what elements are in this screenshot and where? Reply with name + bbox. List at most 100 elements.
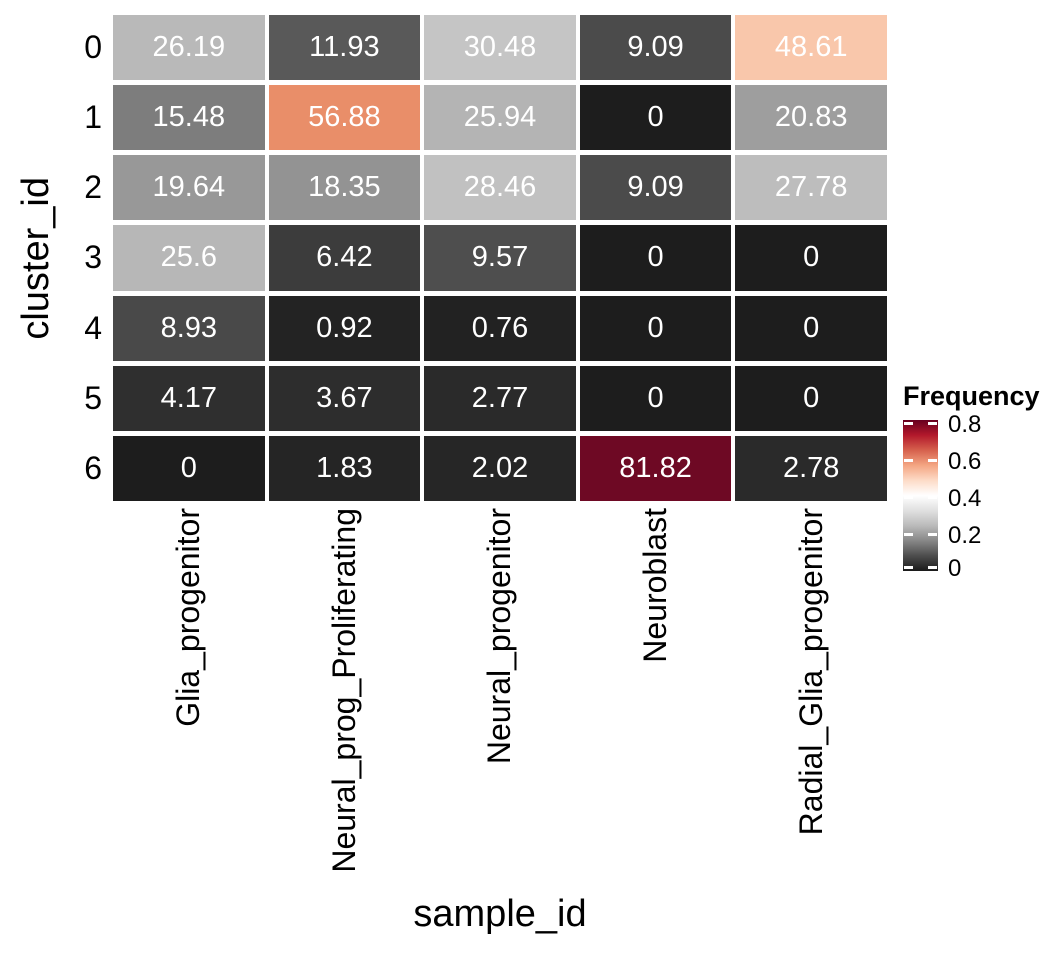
legend-tick-label-0.2: 0.2	[948, 521, 982, 549]
heatmap-cell-value: 15.48	[152, 101, 226, 134]
heatmap-cell-r4-c2: 0.76	[424, 295, 576, 361]
legend-tick-label-0.4: 0.4	[948, 484, 982, 512]
heatmap-cell-value: 1.83	[316, 451, 373, 484]
heatmap-cell-r1-c4: 20.83	[735, 85, 887, 151]
legend-tick-mark	[904, 565, 913, 569]
y-tick-label-1: 1	[84, 99, 102, 136]
heatmap-cell-r0-c1: 11.93	[268, 15, 421, 81]
heatmap-cell-value: 0.92	[316, 311, 373, 344]
legend-tick-label-0.6: 0.6	[948, 447, 982, 475]
heatmap-cell-value: 56.88	[308, 101, 381, 134]
heatmap-cell-r2-c2: 28.46	[424, 155, 576, 221]
legend-tick-label-0: 0	[948, 554, 962, 582]
heatmap-cell-value: 25.6	[160, 241, 218, 274]
legend: Frequency 0.8 0.6 0.4 0.2 0	[901, 381, 1056, 582]
heatmap-cell-value: 0	[647, 311, 664, 344]
heatmap-cell-r2-c1: 18.35	[268, 155, 421, 221]
legend-tick-label-0.8: 0.8	[948, 410, 982, 438]
x-tick-label: Neural_prog_Proliferating	[325, 508, 362, 873]
heatmap-cell-value: 0.76	[471, 311, 529, 344]
heatmap-cell-r0-c2: 30.48	[424, 15, 576, 81]
heatmap-cell-value: 27.78	[774, 171, 848, 204]
x-tick-4: Neuroblast	[580, 508, 732, 888]
legend-tick-mark	[928, 495, 937, 499]
heatmap-cell-r3-c1: 6.42	[268, 225, 421, 291]
heatmap-cell-r1-c3: 0	[579, 85, 732, 151]
heatmap-cell-value: 0	[647, 101, 664, 134]
heatmap-cell-r2-c0: 19.64	[113, 155, 265, 221]
legend-colorbar-wrap: 0.8 0.6 0.4 0.2 0	[903, 411, 981, 582]
heatmap-cell-value: 19.64	[152, 171, 226, 204]
heatmap-cell-r5-c1: 3.67	[268, 365, 421, 431]
heatmap-cell-r5-c0: 4.17	[113, 365, 265, 431]
x-axis-title: sample_id	[413, 893, 587, 935]
x-tick-5: Radial_Glia_progenitor	[735, 508, 887, 888]
heatmap-cell-value: 25.94	[463, 101, 537, 134]
heatmap-cell-value: 48.61	[774, 31, 848, 64]
heatmap-cell-r6-c2: 2.02	[424, 435, 576, 501]
legend-tick-mark	[904, 532, 913, 536]
x-tick-label: Neuroblast	[637, 508, 674, 663]
legend-tick-mark	[904, 495, 913, 499]
x-tick-1: Glia_progenitor	[113, 508, 265, 888]
legend-tick-mark	[928, 421, 937, 425]
heatmap-cell-value: 8.93	[160, 311, 218, 344]
heatmap-cell-value: 2.77	[471, 381, 529, 414]
heatmap-cell-r6-c3: 81.82	[579, 435, 732, 501]
heatmap-cell-r0-c3: 9.09	[579, 15, 732, 81]
x-tick-2: Neural_prog_Proliferating	[269, 508, 421, 888]
heatmap-cell-value: 28.46	[463, 171, 537, 204]
heatmap-cell-value: 9.09	[627, 31, 684, 64]
heatmap-cell-r0-c0: 26.19	[113, 15, 265, 81]
heatmap-grid: 26.19 11.93 30.48 9.09 48.61 15.48 56.88 25.94 0…	[113, 15, 887, 501]
heatmap-cell-value: 6.42	[316, 241, 373, 274]
heatmap-cell-value: 2.02	[471, 451, 529, 484]
x-tick-label: Glia_progenitor	[170, 508, 207, 727]
heatmap-cell-value: 9.09	[627, 171, 684, 204]
x-tick-3: Neural_progenitor	[424, 508, 576, 888]
heatmap-cell-value: 2.78	[782, 451, 840, 484]
legend-title: Frequency	[903, 381, 1040, 411]
heatmap-cell-r3-c2: 9.57	[424, 225, 576, 291]
x-axis-tick-labels: Glia_progenitor Neural_prog_Proliferating…	[113, 508, 887, 888]
heatmap-cell-r3-c0: 25.6	[113, 225, 265, 291]
y-tick-label-2: 2	[84, 169, 102, 206]
heatmap-cell-value: 0	[803, 381, 820, 414]
heatmap-cell-r1-c1: 56.88	[268, 85, 421, 151]
heatmap-cell-r3-c3: 0	[579, 225, 732, 291]
heatmap-cell-r6-c0: 0	[113, 435, 265, 501]
heatmap-cell-value: 30.48	[463, 31, 537, 64]
heatmap-cell-value: 0	[647, 381, 664, 414]
heatmap-cell-r5-c3: 0	[579, 365, 732, 431]
heatmap-cell-r4-c3: 0	[579, 295, 732, 361]
legend-tick-mark	[904, 421, 913, 425]
y-axis-tick-labels: 0 1 2 3 4 5 6	[0, 15, 102, 501]
heatmap-cell-value: 0	[803, 311, 820, 344]
heatmap-cell-r2-c3: 9.09	[579, 155, 732, 221]
legend-tick-mark	[928, 458, 937, 462]
legend-tick-mark	[928, 565, 937, 569]
heatmap-cell-r3-c4: 0	[735, 225, 887, 291]
heatmap-cell-r5-c4: 0	[735, 365, 887, 431]
x-tick-label: Neural_progenitor	[481, 508, 518, 765]
heatmap-cell-r6-c1: 1.83	[268, 435, 421, 501]
heatmap-cell-r4-c0: 8.93	[113, 295, 265, 361]
heatmap-cell-r2-c4: 27.78	[735, 155, 887, 221]
heatmap-cell-r6-c4: 2.78	[735, 435, 887, 501]
y-tick-label-4: 4	[84, 309, 102, 346]
heatmap-cell-value: 18.35	[308, 171, 381, 204]
y-tick-label-6: 6	[84, 449, 102, 486]
y-tick-label-5: 5	[84, 379, 102, 416]
heatmap-cell-r0-c4: 48.61	[735, 15, 887, 81]
heatmap-cell-value: 0	[803, 241, 820, 274]
heatmap-cell-r1-c0: 15.48	[113, 85, 265, 151]
heatmap-cell-value: 3.67	[316, 381, 373, 414]
heatmap-cell-r4-c4: 0	[735, 295, 887, 361]
heatmap-cell-value: 9.57	[471, 241, 529, 274]
heatmap-cell-value: 81.82	[619, 451, 692, 484]
legend-tick-mark	[904, 458, 913, 462]
y-tick-label-3: 3	[84, 239, 102, 276]
legend-tick-mark	[928, 532, 937, 536]
heatmap-cell-r1-c2: 25.94	[424, 85, 576, 151]
